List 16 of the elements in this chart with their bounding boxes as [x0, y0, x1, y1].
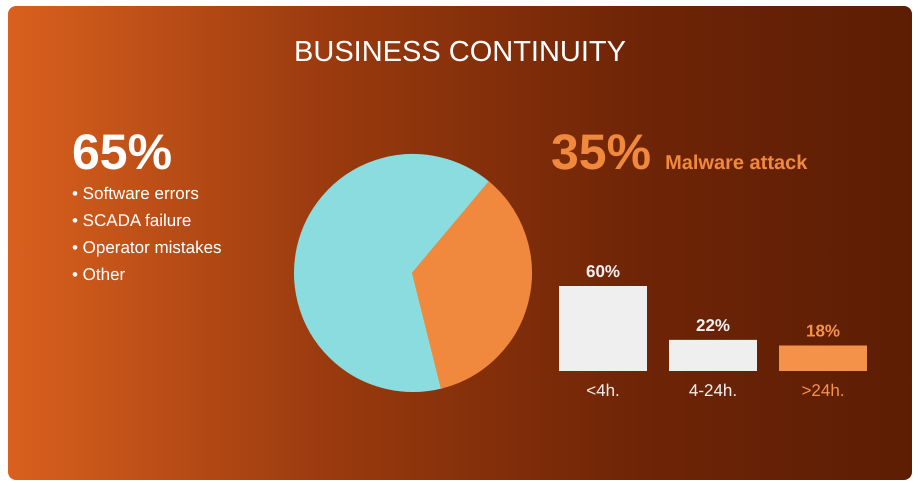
x-tick-label: <4h. — [586, 381, 620, 400]
text: • Software errors — [72, 183, 200, 205]
text: • SCADA failure — [72, 210, 192, 232]
pie-slice — [412, 182, 532, 388]
data-label: 65% — [72, 124, 174, 180]
text: • Operator mistakes — [72, 237, 222, 259]
x-tick-label: 4-24h. — [688, 381, 738, 400]
data-label: 60% — [586, 262, 620, 281]
chart-title: BUSINESS CONTINUITY — [293, 36, 627, 69]
x-tick-label: >24h. — [801, 381, 845, 400]
data-label: 18% — [806, 322, 840, 340]
pie-slice — [294, 154, 490, 392]
slice-label: Malware attack — [665, 152, 808, 174]
text: • Other — [72, 264, 126, 286]
data-label: 35% — [551, 124, 652, 180]
data-label: 22% — [696, 316, 730, 335]
